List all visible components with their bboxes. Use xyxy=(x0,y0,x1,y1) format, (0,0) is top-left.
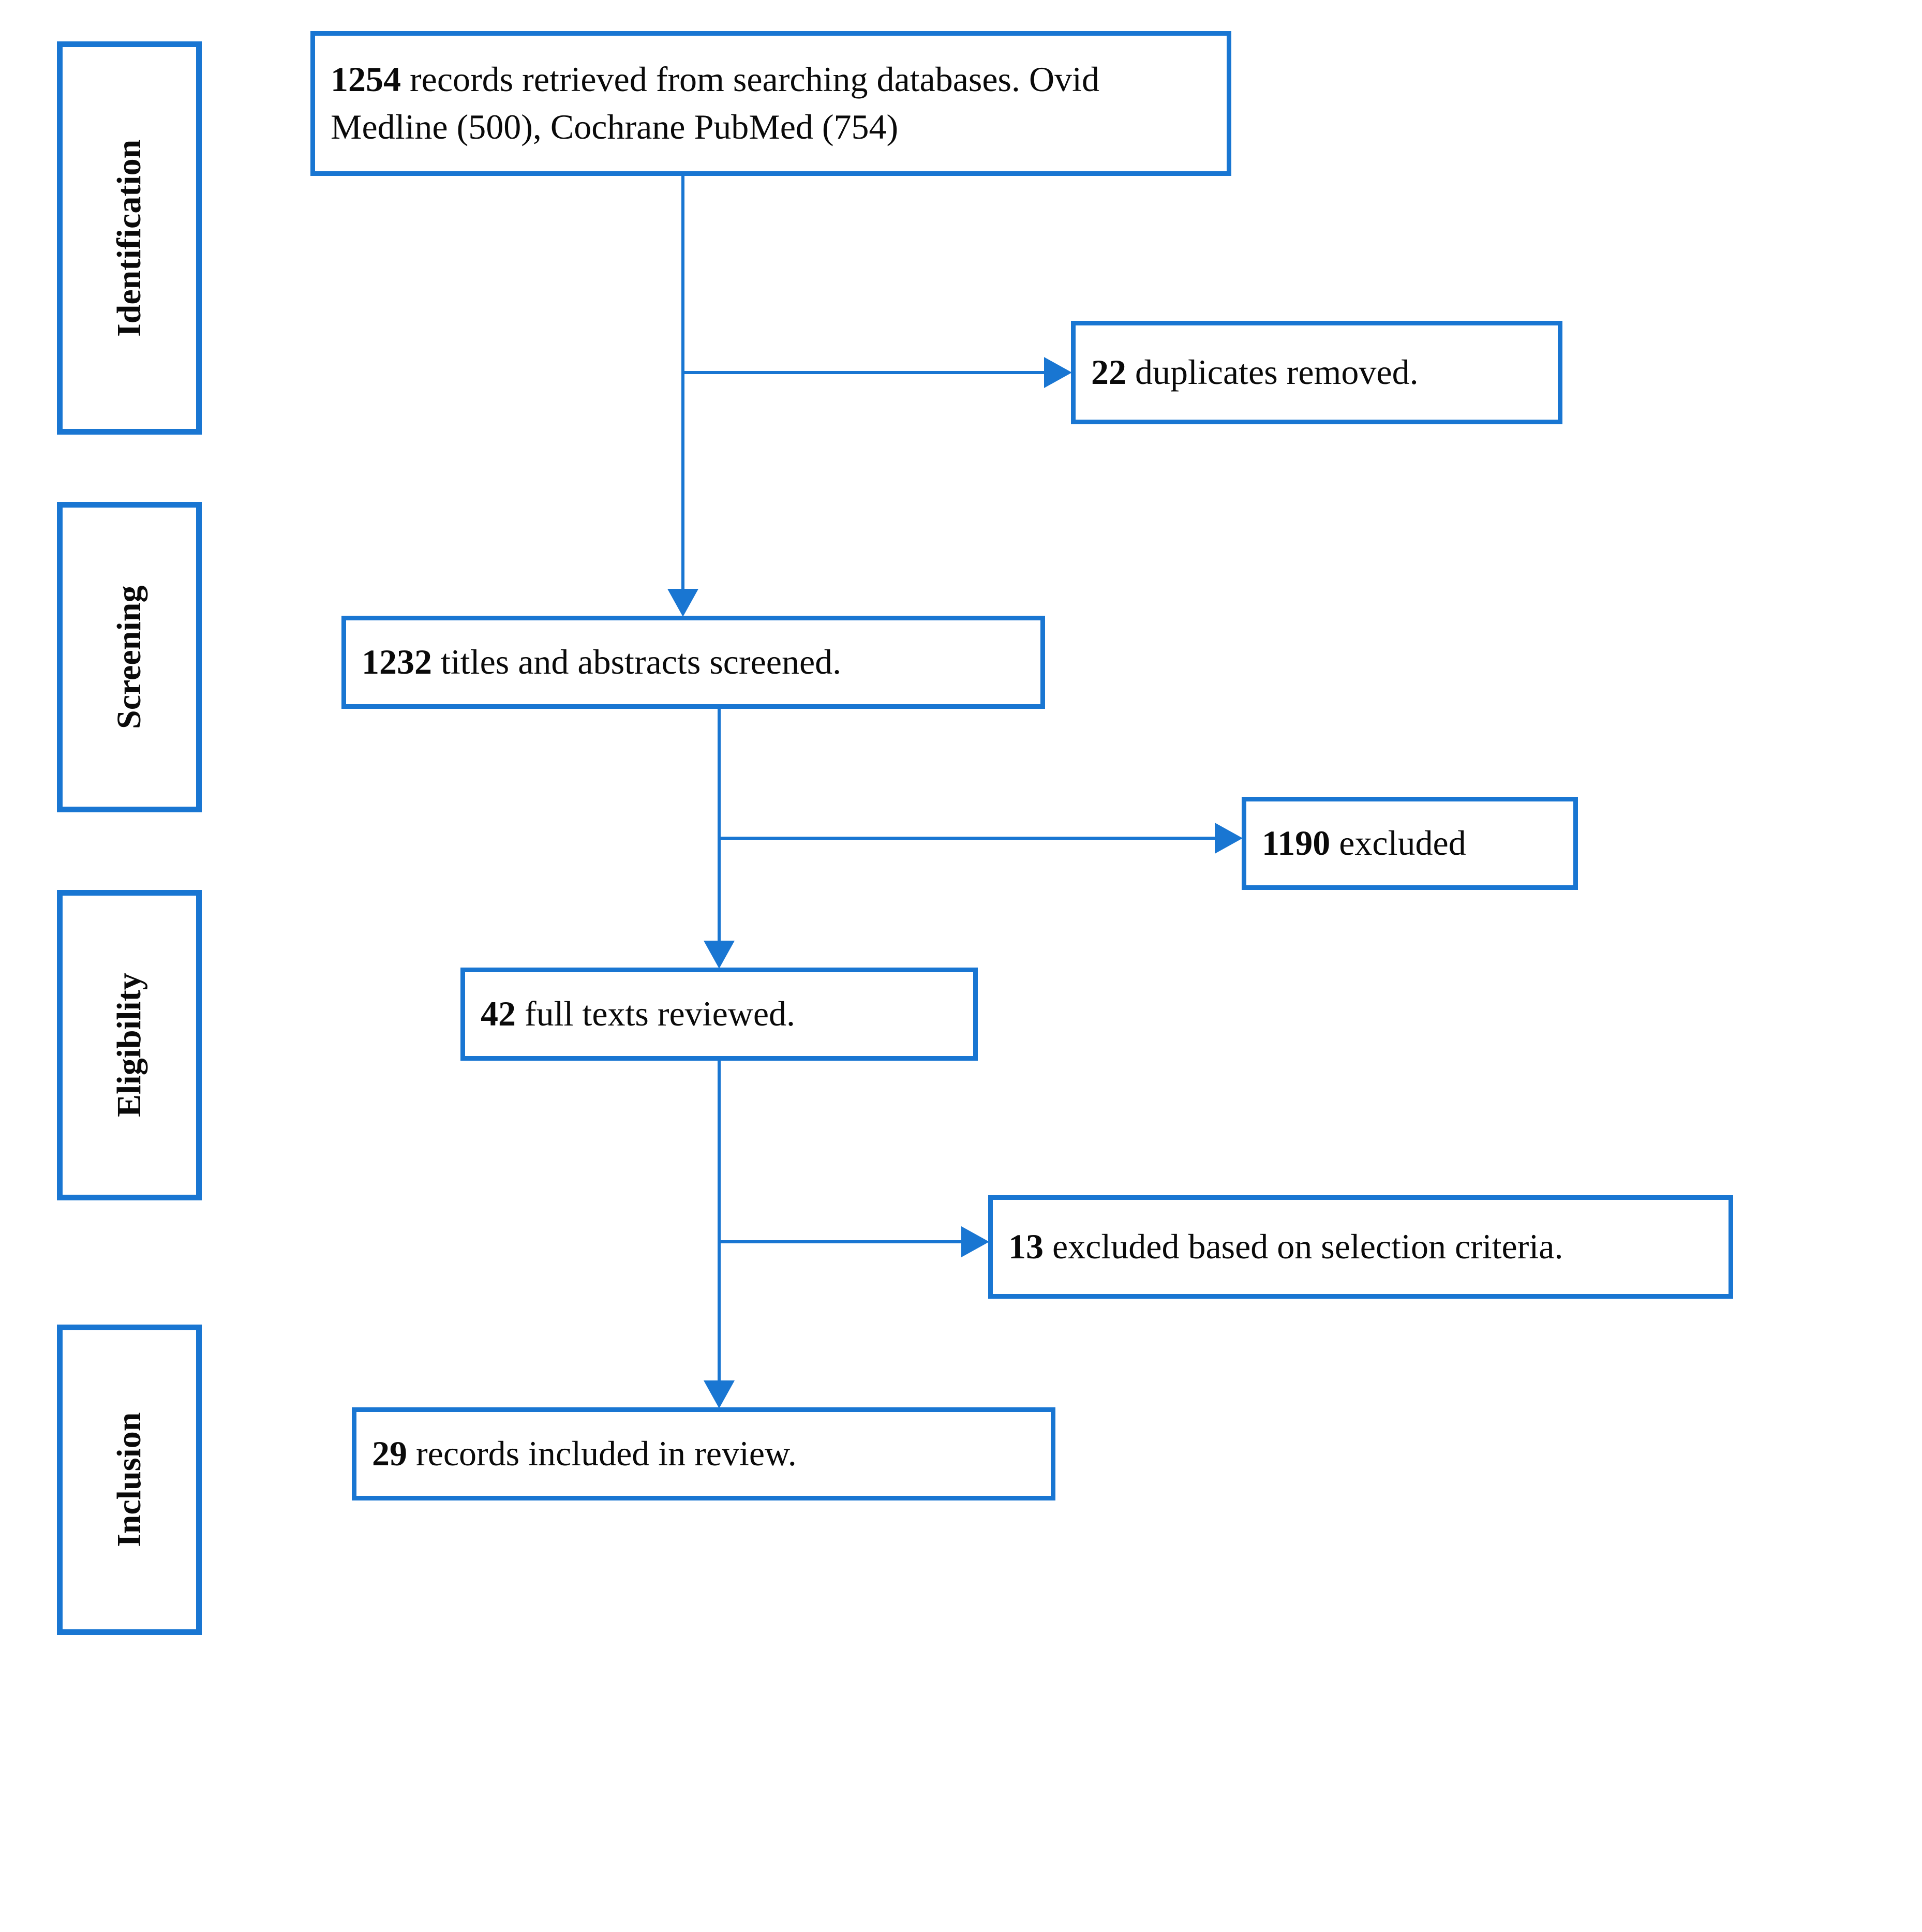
node-n4: 1190 excluded xyxy=(1242,797,1578,890)
stage-screening: Screening xyxy=(57,502,202,812)
node-n6: 13 excluded based on selection criteria. xyxy=(988,1195,1733,1299)
node-n7: 29 records included in review. xyxy=(352,1407,1055,1500)
node-n1: 1254 records retrieved from searching da… xyxy=(310,31,1231,176)
node-text: 1190 excluded xyxy=(1262,820,1466,867)
node-text: 1232 titles and abstracts screened. xyxy=(362,638,841,686)
node-text: 29 records included in review. xyxy=(372,1430,797,1478)
node-n2: 22 duplicates removed. xyxy=(1071,321,1562,424)
prisma-flowchart: Identification Screening Eligibility Inclus… xyxy=(21,21,1883,1883)
node-text: 1254 records retrieved from searching da… xyxy=(331,56,1211,151)
node-text: 42 full texts reviewed. xyxy=(481,990,795,1038)
node-text: 13 excluded based on selection criteria. xyxy=(1008,1223,1563,1271)
stage-inclusion: Inclusion xyxy=(57,1325,202,1635)
stage-eligibility: Eligibility xyxy=(57,890,202,1200)
stage-identification: Identification xyxy=(57,41,202,435)
node-text: 22 duplicates removed. xyxy=(1091,349,1419,396)
flowchart-arrows xyxy=(21,21,1883,1883)
node-n3: 1232 titles and abstracts screened. xyxy=(341,616,1045,709)
node-n5: 42 full texts reviewed. xyxy=(460,968,978,1061)
